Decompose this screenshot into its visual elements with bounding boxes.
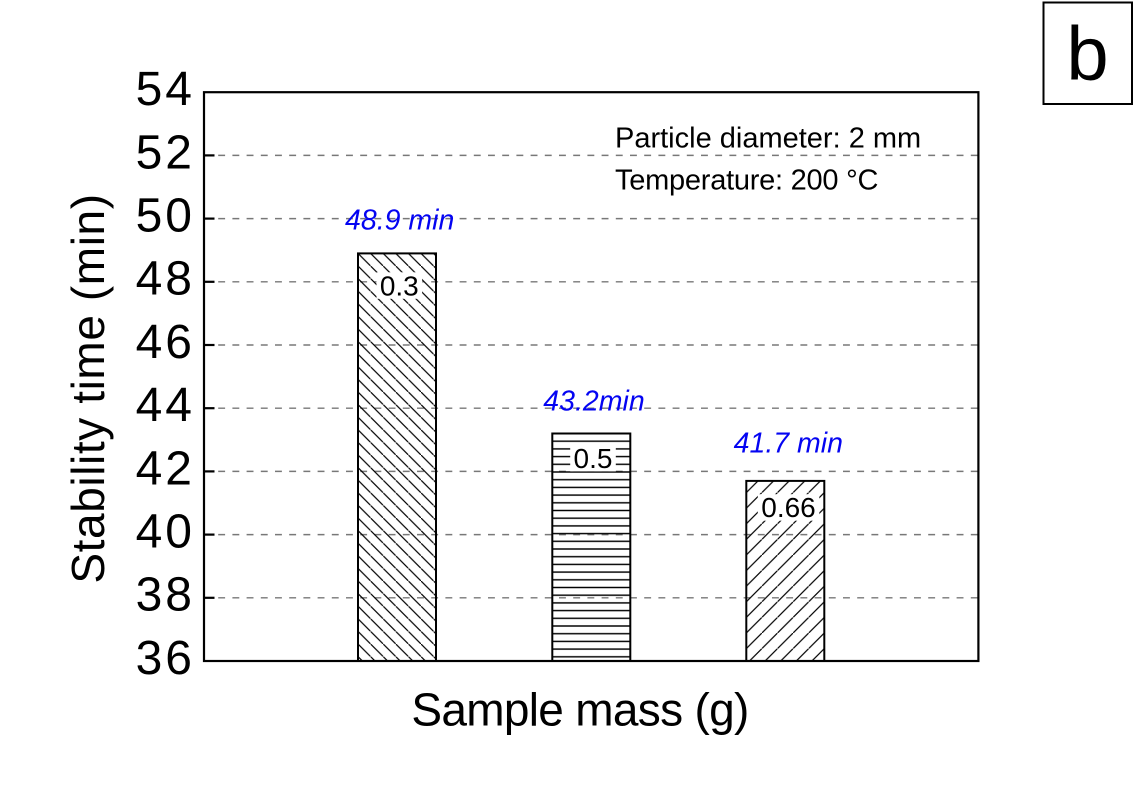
svg-text:41.7 min: 41.7 min [734,427,843,459]
svg-text:Particle diameter: 2 mm: Particle diameter: 2 mm [615,123,921,155]
svg-text:Temperature: 200 °C: Temperature: 200 °C [615,164,878,196]
svg-text:0.5: 0.5 [574,443,613,474]
svg-text:Stability time (min): Stability time (min) [62,193,114,583]
svg-text:0.3: 0.3 [380,271,419,302]
svg-text:50: 50 [136,190,195,243]
svg-text:38: 38 [136,569,195,622]
svg-text:b: b [1066,11,1108,96]
svg-text:46: 46 [136,316,195,369]
svg-text:54: 54 [136,63,195,116]
svg-text:48: 48 [136,253,195,306]
svg-text:40: 40 [136,506,195,559]
svg-text:44: 44 [136,379,195,432]
svg-text:42: 42 [136,442,195,495]
svg-text:48.9 min: 48.9 min [345,204,454,236]
svg-text:36: 36 [136,632,195,685]
svg-text:0.66: 0.66 [761,492,816,523]
svg-text:52: 52 [136,126,195,179]
svg-text:Sample mass (g): Sample mass (g) [411,684,748,736]
svg-text:43.2min: 43.2min [543,385,644,417]
